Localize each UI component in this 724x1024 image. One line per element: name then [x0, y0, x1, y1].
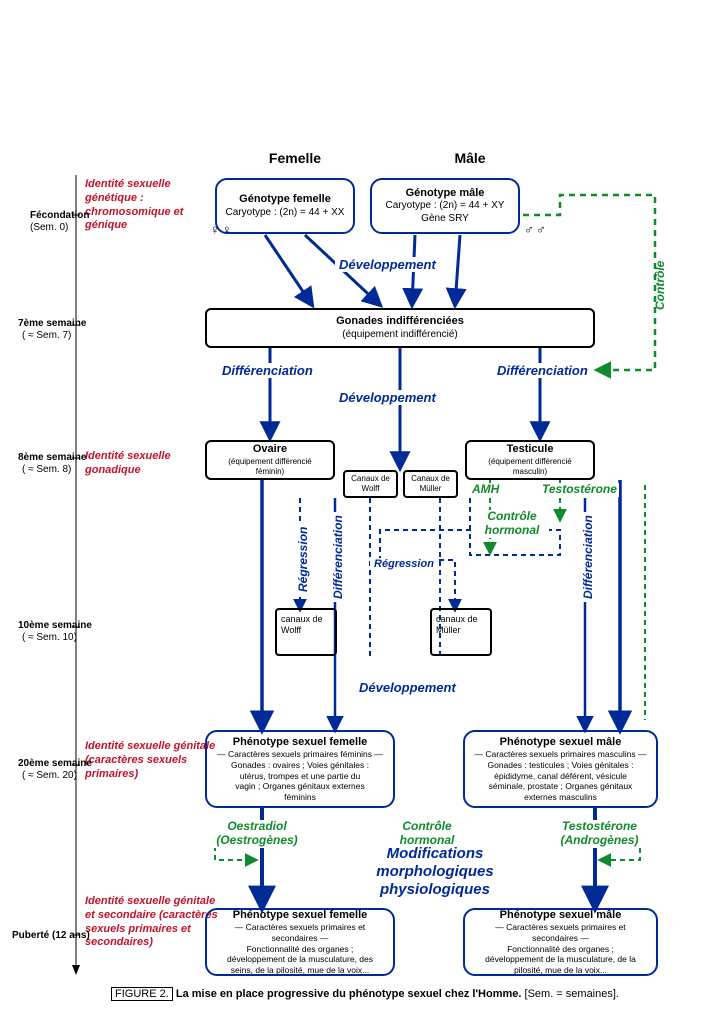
lbl-dev2: Développement	[335, 390, 440, 405]
cw-title: Canaux de Wolff	[347, 474, 394, 494]
sym-f1: ♀	[210, 222, 220, 237]
figure-caption: FIGURE 2. La mise en place progressive d…	[60, 988, 670, 1000]
sym-m2: ♂	[536, 222, 546, 237]
col-femelle: Femelle	[235, 150, 355, 166]
fig-norm: [Sem. = semaines].	[525, 988, 619, 1000]
pm-sub: — Caractères sexuels primaires masculins…	[475, 749, 647, 802]
lbl-diff-l: Différenciation	[218, 363, 317, 378]
sym-f2: ♀	[222, 222, 232, 237]
lbl-reg-h: Régression	[370, 558, 438, 570]
box-cw: Canaux de Wolff	[343, 470, 398, 498]
lbl-dev3: Développement	[355, 680, 460, 695]
box-gi: Gonades indifférenciées (équipement indi…	[205, 308, 595, 348]
sym-m1: ♂	[524, 222, 534, 237]
t4p: ( ≈ Sem. 10)	[22, 632, 77, 643]
cm2-title: canaux de Müller	[436, 614, 486, 637]
gi-title: Gonades indifférenciées	[336, 315, 464, 329]
testis-title: Testicule	[507, 443, 554, 457]
box-pf: Phénotype sexuel femelle — Caractères se…	[205, 730, 395, 808]
pm2-title: Phénotype sexuel mâle	[500, 909, 622, 923]
lbl-dev1: Développement	[335, 257, 440, 272]
t5p: ( ≈ Sem. 20)	[22, 770, 77, 781]
box-pf2: Phénotype sexuel femelle — Caractères se…	[205, 908, 395, 976]
lbl-diff-v1: Différenciation	[331, 512, 345, 602]
cw2-title: canaux de Wolff	[281, 614, 331, 637]
box-cm: Canaux de Müller	[403, 470, 458, 498]
pf-title: Phénotype sexuel femelle	[233, 736, 368, 750]
t2p: ( ≈ Sem. 7)	[22, 330, 71, 341]
lbl-oestr: Oestradiol (Oestrogènes)	[205, 820, 309, 848]
t6: Puberté (12 ans)	[12, 930, 90, 941]
red-3: Identité sexuelle génitale (caractères s…	[85, 740, 225, 781]
lbl-ctrlh: Contrôle hormonal	[475, 510, 549, 538]
lbl-diff-v2: Différenciation	[581, 512, 595, 602]
geno-m-sub: Caryotype : (2n) = 44 + XY Gène SRY	[386, 200, 505, 225]
lbl-amh: AMH	[470, 483, 501, 497]
t2: 7ème semaine	[18, 318, 86, 329]
box-cw2: canaux de Wolff	[275, 608, 337, 656]
diagram-stage: Femelle Mâle Identité sexuelle génétique…	[0, 0, 724, 1024]
pm2-sub: — Caractères sexuels primaires et second…	[473, 922, 648, 975]
geno-m-title: Génotype mâle	[406, 187, 485, 201]
t3p: ( ≈ Sem. 8)	[22, 464, 71, 475]
lbl-testo2: Testostérone (Androgènes)	[545, 820, 654, 848]
lbl-testo: Testostérone	[540, 483, 619, 497]
lbl-ctrl: Contrôle	[653, 261, 667, 310]
ovary-title: Ovaire	[253, 443, 287, 457]
geno-f-sub: Caryotype : (2n) = 44 + XX	[226, 207, 345, 220]
lbl-reg-v: Régression	[296, 524, 310, 595]
lbl-diff-r: Différenciation	[493, 363, 592, 378]
box-pm: Phénotype sexuel mâle — Caractères sexue…	[463, 730, 658, 808]
pm-title: Phénotype sexuel mâle	[500, 736, 622, 750]
lbl-modif: Modifications morphologiques physiologiq…	[350, 845, 520, 899]
col-male: Mâle	[410, 150, 530, 166]
box-cm2: canaux de Müller	[430, 608, 492, 656]
geno-f-title: Génotype femelle	[239, 193, 331, 207]
red-2: Identité sexuelle gonadique	[85, 450, 185, 478]
fig-num: FIGURE 2.	[111, 987, 173, 1001]
box-pm2: Phénotype sexuel mâle — Caractères sexue…	[463, 908, 658, 976]
ovary-sub: (équipement différencié féminin)	[215, 457, 325, 477]
t1p: (Sem. 0)	[30, 222, 68, 233]
lbl-ctrlh2: Contrôle hormonal	[380, 820, 474, 848]
cm-title: Canaux de Müller	[407, 474, 454, 494]
box-geno-m: Génotype mâle Caryotype : (2n) = 44 + XY…	[370, 178, 520, 234]
gi-sub: (équipement indifférencié)	[342, 329, 457, 342]
t1: Fécondation	[30, 210, 89, 221]
red-4: Identité sexuelle génitale et secondaire…	[85, 895, 225, 950]
pf2-sub: — Caractères sexuels primaires et second…	[215, 922, 385, 975]
t5: 20ème semaine	[18, 758, 92, 769]
pf-sub: — Caractères sexuels primaires féminins …	[217, 749, 383, 802]
red-1: Identité sexuelle génétique : chromosomi…	[85, 178, 215, 233]
box-ovary: Ovaire (équipement différencié féminin)	[205, 440, 335, 480]
t3: 8ème semaine	[18, 452, 86, 463]
box-testis: Testicule (équipement différencié mascul…	[465, 440, 595, 480]
pf2-title: Phénotype sexuel femelle	[233, 909, 368, 923]
box-geno-f: Génotype femelle Caryotype : (2n) = 44 +…	[215, 178, 355, 234]
fig-cap: La mise en place progressive du phénotyp…	[176, 988, 522, 1000]
t4: 10ème semaine	[18, 620, 92, 631]
testis-sub: (équipement différencié masculin)	[475, 457, 585, 477]
